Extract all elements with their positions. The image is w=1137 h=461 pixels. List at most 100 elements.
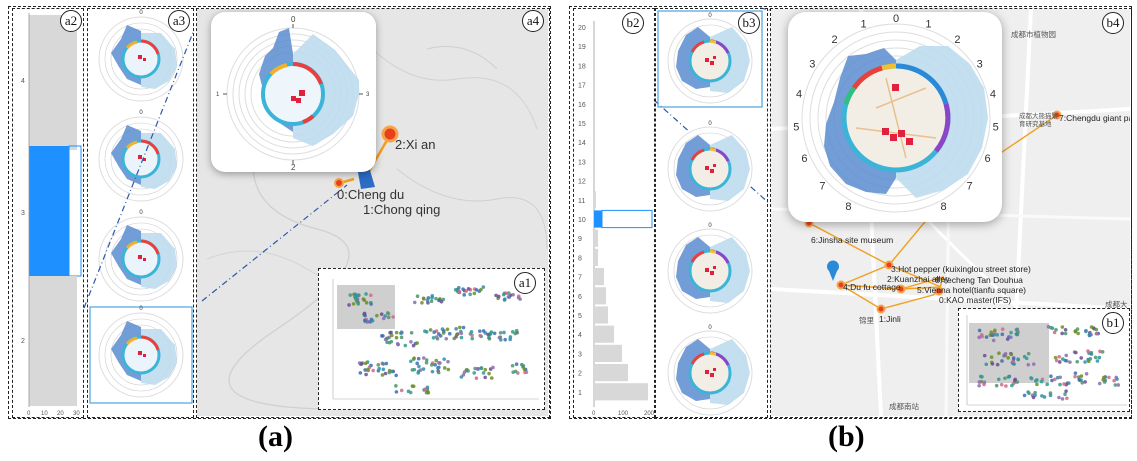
scatter-point [409, 359, 413, 364]
scatter-point [381, 367, 386, 372]
scatter-point [388, 330, 392, 335]
scatter-point [1065, 396, 1069, 401]
b1-selection-region[interactable] [969, 323, 1049, 383]
scatter-point [434, 358, 439, 363]
scatter-point [358, 371, 363, 375]
scatter-point [381, 362, 385, 366]
b1-scatter-plot[interactable] [959, 309, 1129, 411]
scatter-point [1053, 355, 1058, 360]
scatter-point [1003, 376, 1007, 381]
b4-node-2[interactable] [896, 284, 906, 294]
scatter-point [434, 296, 438, 301]
scatter-point [999, 382, 1004, 387]
scatter-point [1022, 393, 1027, 398]
scatter-point [421, 296, 426, 301]
scatter-point [993, 328, 997, 333]
a4-selection-marker[interactable] [357, 167, 375, 189]
scatter-point [424, 358, 429, 362]
scatter-point [425, 385, 430, 390]
scatter-point [383, 371, 388, 376]
scatter-point [486, 332, 490, 337]
b4-node-1[interactable] [876, 304, 886, 314]
scatter-point [394, 330, 399, 335]
b2-bar-selected[interactable] [594, 210, 602, 228]
a1-scatter-panel [318, 268, 545, 410]
b2-bar-7[interactable] [594, 268, 604, 286]
b2-ytick-2: 2 [578, 371, 582, 378]
scatter-point [984, 362, 989, 367]
b2-bar-1[interactable] [594, 383, 648, 401]
b3-glyph-4[interactable] [666, 323, 754, 417]
a4-glyph-label-bottom: 2 [291, 163, 296, 172]
scatter-point [478, 333, 482, 338]
b4-node-4[interactable] [836, 280, 846, 290]
scatter-point [442, 357, 446, 361]
b2-bar-4[interactable] [594, 325, 614, 343]
a2-bar-2[interactable] [29, 276, 77, 406]
scatter-point [1064, 389, 1068, 393]
scatter-point [479, 366, 483, 370]
scatter-point [368, 300, 373, 305]
scatter-point [1063, 358, 1068, 363]
b2-bar-2[interactable] [594, 364, 628, 382]
b3-glyph-2[interactable] [666, 119, 754, 213]
scatter-point [353, 294, 357, 299]
b2-ytick-3: 3 [578, 351, 582, 358]
panel-a-container [8, 6, 551, 419]
b4-poi-4: 4:Du fu cottage [843, 282, 901, 292]
a1-scatter-plot[interactable] [319, 269, 544, 409]
scatter-point [386, 315, 391, 320]
b2-bar-3[interactable] [594, 344, 622, 362]
scatter-point [978, 374, 983, 379]
b2-bar-5[interactable] [594, 306, 608, 324]
scatter-point [433, 362, 437, 367]
scatter-point [1029, 376, 1033, 380]
scatter-point [1084, 329, 1088, 334]
b4-node-3[interactable] [884, 260, 894, 270]
scatter-point [1015, 380, 1020, 384]
b2-bar-6[interactable] [594, 287, 606, 305]
scatter-point [1026, 351, 1031, 356]
b4-poi-8: 8:Yecheng Tan Douhua [935, 275, 1023, 285]
a2-bar-4[interactable] [29, 15, 77, 150]
scatter-point [457, 325, 462, 330]
b3-glyph-3[interactable] [666, 221, 754, 315]
b2-bar-11[interactable] [594, 191, 596, 209]
a2-bar-3-selected[interactable] [29, 146, 69, 276]
b2-ytick-9: 9 [578, 236, 582, 243]
b4-node-0[interactable] [934, 286, 944, 296]
scatter-point [1053, 377, 1057, 382]
scatter-point [412, 356, 416, 360]
b2-bar-9[interactable] [594, 229, 598, 247]
b4-glyph-popup[interactable]: 0 1 2 3 4 5 6 7 8 8 7 6 5 4 3 2 1 [788, 12, 1002, 222]
a4-label-chengdu: 0:Cheng du [337, 187, 405, 202]
b4-ring-number: 8 [845, 201, 851, 213]
scatter-point [364, 300, 369, 305]
b4-ring-number: 4 [990, 88, 996, 100]
b4-poi-2: 2:Kuanzhai alley [887, 274, 950, 284]
a4-node-xian[interactable] [381, 125, 399, 143]
scatter-point [385, 340, 389, 345]
scatter-point [1026, 363, 1031, 367]
scatter-point [430, 294, 435, 298]
scatter-point [1006, 356, 1010, 360]
scatter-point [506, 291, 511, 295]
b4-ring-number: 6 [985, 153, 991, 165]
scatter-point [1094, 327, 1099, 332]
b2-bar-12[interactable] [594, 172, 595, 190]
a4-glyph-label-right: 3 [366, 92, 370, 98]
b2-bar-13[interactable] [594, 152, 595, 170]
b4-pin-icon[interactable] [827, 260, 839, 281]
b3-glyph-list: 0 [657, 10, 763, 417]
b2-bar-8[interactable] [594, 248, 598, 266]
scatter-point [1098, 349, 1102, 354]
b2-ytick-13: 13 [578, 159, 586, 166]
scatter-point [381, 334, 385, 338]
scatter-point [394, 384, 398, 388]
scatter-point [1057, 395, 1061, 400]
a4-node-chengdu[interactable] [334, 178, 344, 188]
b4-node-7[interactable] [1052, 110, 1062, 120]
a4-glyph-popup[interactable]: 0 3 2 1 [211, 12, 376, 172]
scatter-point [1024, 356, 1029, 361]
